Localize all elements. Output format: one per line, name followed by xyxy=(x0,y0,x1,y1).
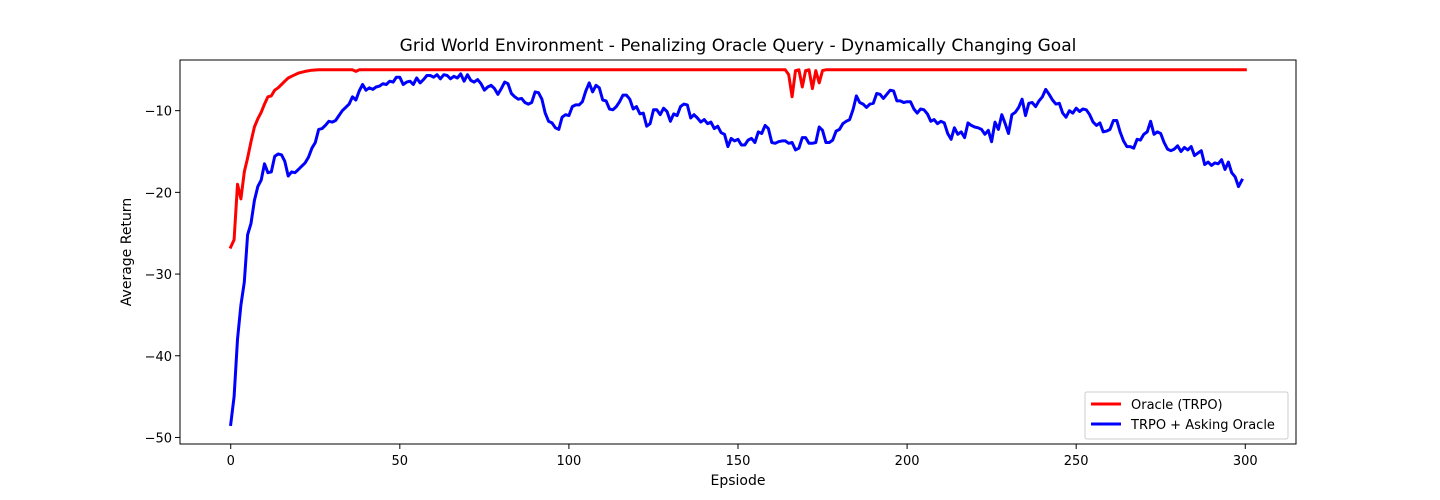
y-tick-label: −20 xyxy=(145,186,172,201)
x-tick-label: 300 xyxy=(1233,454,1258,469)
x-tick-label: 50 xyxy=(392,454,409,469)
legend: Oracle (TRPO) TRPO + Asking Oracle xyxy=(1084,391,1289,440)
y-axis-label: Average Return xyxy=(119,198,135,306)
series-layer xyxy=(228,68,1247,427)
y-tick-label: −50 xyxy=(145,431,172,446)
x-tick-label: 150 xyxy=(726,454,751,469)
y-tick-label: −40 xyxy=(145,350,172,365)
series-line-oracle-trpo xyxy=(228,68,1247,250)
y-axis: −50 −40 −30 −20 −10 xyxy=(145,105,180,446)
chart-title: Grid World Environment - Penalizing Orac… xyxy=(400,36,1077,56)
y-tick-label: −30 xyxy=(145,268,172,283)
legend-label-oracle-trpo: Oracle (TRPO) xyxy=(1131,398,1223,413)
legend-label-trpo-asking-oracle: TRPO + Asking Oracle xyxy=(1130,418,1275,433)
x-tick-label: 0 xyxy=(227,454,235,469)
x-axis: 0 50 100 150 200 250 300 xyxy=(227,444,1258,469)
series-line-trpo-asking-oracle xyxy=(229,72,1244,427)
y-tick-label: −10 xyxy=(145,105,172,120)
x-tick-label: 100 xyxy=(556,454,581,469)
x-axis-label: Epsiode xyxy=(711,473,766,489)
x-tick-label: 200 xyxy=(895,454,920,469)
legend-box xyxy=(1084,391,1289,440)
x-tick-label: 250 xyxy=(1064,454,1089,469)
